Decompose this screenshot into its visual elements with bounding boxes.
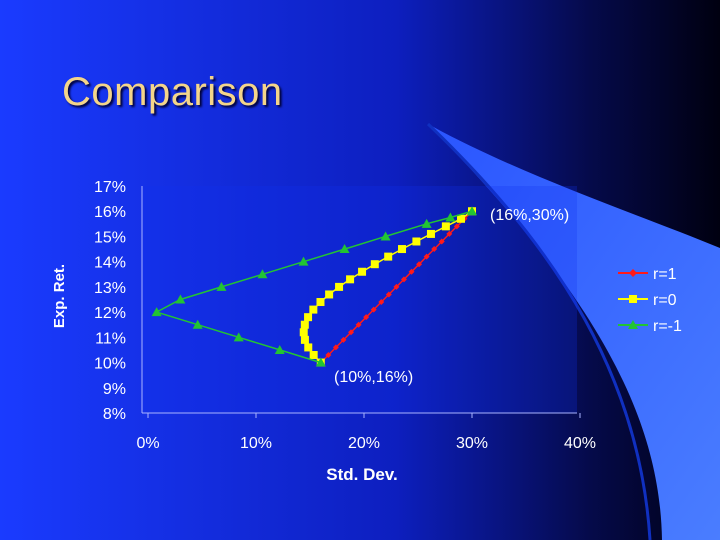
series-r-0-point — [299, 328, 308, 337]
series-r-0-point — [441, 222, 450, 231]
series-r-0-point — [309, 305, 318, 314]
series-r-1-point — [339, 244, 350, 254]
x-tick-label: 30% — [456, 435, 488, 452]
x-tick-label: 40% — [564, 435, 596, 452]
series-r-0-point — [346, 275, 355, 284]
y-tick-label: 17% — [94, 179, 126, 196]
series-r-1-point — [421, 218, 432, 228]
series-r-1-point — [393, 283, 400, 290]
series-r-0-point — [370, 260, 379, 269]
series-r-1-point — [192, 319, 203, 329]
series-r-1-point — [355, 321, 362, 328]
series-r-1-point — [380, 231, 391, 241]
series-r-1-point — [340, 336, 347, 343]
legend-label: r=1 — [653, 266, 677, 283]
legend-swatch-marker — [629, 295, 637, 303]
series-r-0-point — [309, 350, 318, 359]
series-layer — [151, 206, 477, 367]
series-r-1-point — [370, 306, 377, 313]
data-annotation: (10%,16%) — [334, 369, 413, 386]
series-r-1-point — [216, 281, 227, 291]
series-r-1-point — [257, 269, 268, 279]
series-r-1-point — [438, 238, 445, 245]
series-r-1-point — [332, 344, 339, 351]
series-r-1-point — [453, 223, 460, 230]
series-r-1-point — [467, 206, 477, 216]
x-tick-label: 10% — [240, 435, 272, 452]
series-r-0-point — [335, 282, 344, 291]
series-r-1-point — [446, 230, 453, 237]
chart: 17% 16% 15% 14% 13% 12% 11% 10% 9% 8% 0% 10% 20% 30%… — [51, 179, 682, 484]
slide-title: Comparison — [62, 70, 283, 114]
legend-label: r=-1 — [653, 318, 682, 335]
legend-swatch-marker — [628, 320, 638, 329]
plot-area — [142, 186, 577, 413]
y-tick-label: 9% — [103, 381, 126, 398]
x-tick-labels: 0% 10% 20% 30% 40% — [136, 413, 596, 452]
series-r-1-point — [423, 253, 430, 260]
y-tick-label: 15% — [94, 229, 126, 246]
y-axis-title: Exp. Ret. — [51, 264, 68, 328]
series-r-1-point — [348, 329, 355, 336]
y-tick-label: 10% — [94, 356, 126, 373]
x-tick-label: 0% — [136, 435, 159, 452]
series-r-0-point — [300, 335, 309, 344]
series-r-1-point — [175, 294, 186, 304]
y-tick-label: 16% — [94, 204, 126, 221]
series-r-1-point — [408, 268, 415, 275]
series-r-1-point — [378, 299, 385, 306]
x-axis-title: Std. Dev. — [326, 465, 397, 484]
y-tick-label: 11% — [95, 330, 126, 347]
series-r-0-point — [316, 298, 325, 307]
background-swoosh — [428, 124, 720, 540]
series-r-1-point — [298, 256, 309, 266]
series-r-1-point — [385, 291, 392, 298]
series-r-1-point — [315, 357, 326, 367]
series-r-1-point — [400, 276, 407, 283]
y-tick-labels: 17% 16% 15% 14% 13% 12% 11% 10% 9% 8% — [94, 179, 126, 423]
annotation-layer: (16%,30%) (10%,16%) — [334, 207, 569, 386]
series-r-1-point — [431, 246, 438, 253]
series-r-1-point — [233, 332, 244, 342]
series-r-1-point — [274, 344, 285, 354]
background-swoosh-edge — [426, 122, 652, 540]
legend: r=1 r=0 r=-1 — [618, 266, 682, 335]
series-r-0-point — [304, 313, 313, 322]
series-r-1-point — [151, 307, 162, 317]
series-r-1-line — [154, 210, 473, 364]
series-r-1-point — [325, 351, 332, 358]
series-r-0-point — [412, 237, 421, 246]
legend-label: r=0 — [653, 292, 677, 309]
y-tick-label: 12% — [94, 305, 126, 322]
series-r-0-point — [384, 252, 393, 261]
series-r-0-point — [398, 245, 407, 254]
x-tick-label: 20% — [348, 435, 380, 452]
series-r-0-point — [426, 229, 435, 238]
series-r-0-point — [456, 214, 465, 223]
series-r-1-point — [445, 212, 456, 222]
series-r-1-point — [416, 261, 423, 268]
series-r-1-point — [363, 314, 370, 321]
data-annotation: (16%,30%) — [490, 207, 569, 224]
series-r-0-point — [325, 290, 334, 299]
legend-swatch-marker — [629, 269, 637, 277]
y-tick-label: 14% — [94, 255, 126, 272]
y-tick-label: 13% — [94, 280, 126, 297]
series-r-0-point — [304, 343, 313, 352]
y-tick-label: 8% — [103, 406, 126, 423]
series-r-0-point — [300, 320, 309, 329]
series-r-1 — [151, 206, 477, 367]
series-r-0-point — [358, 267, 367, 276]
